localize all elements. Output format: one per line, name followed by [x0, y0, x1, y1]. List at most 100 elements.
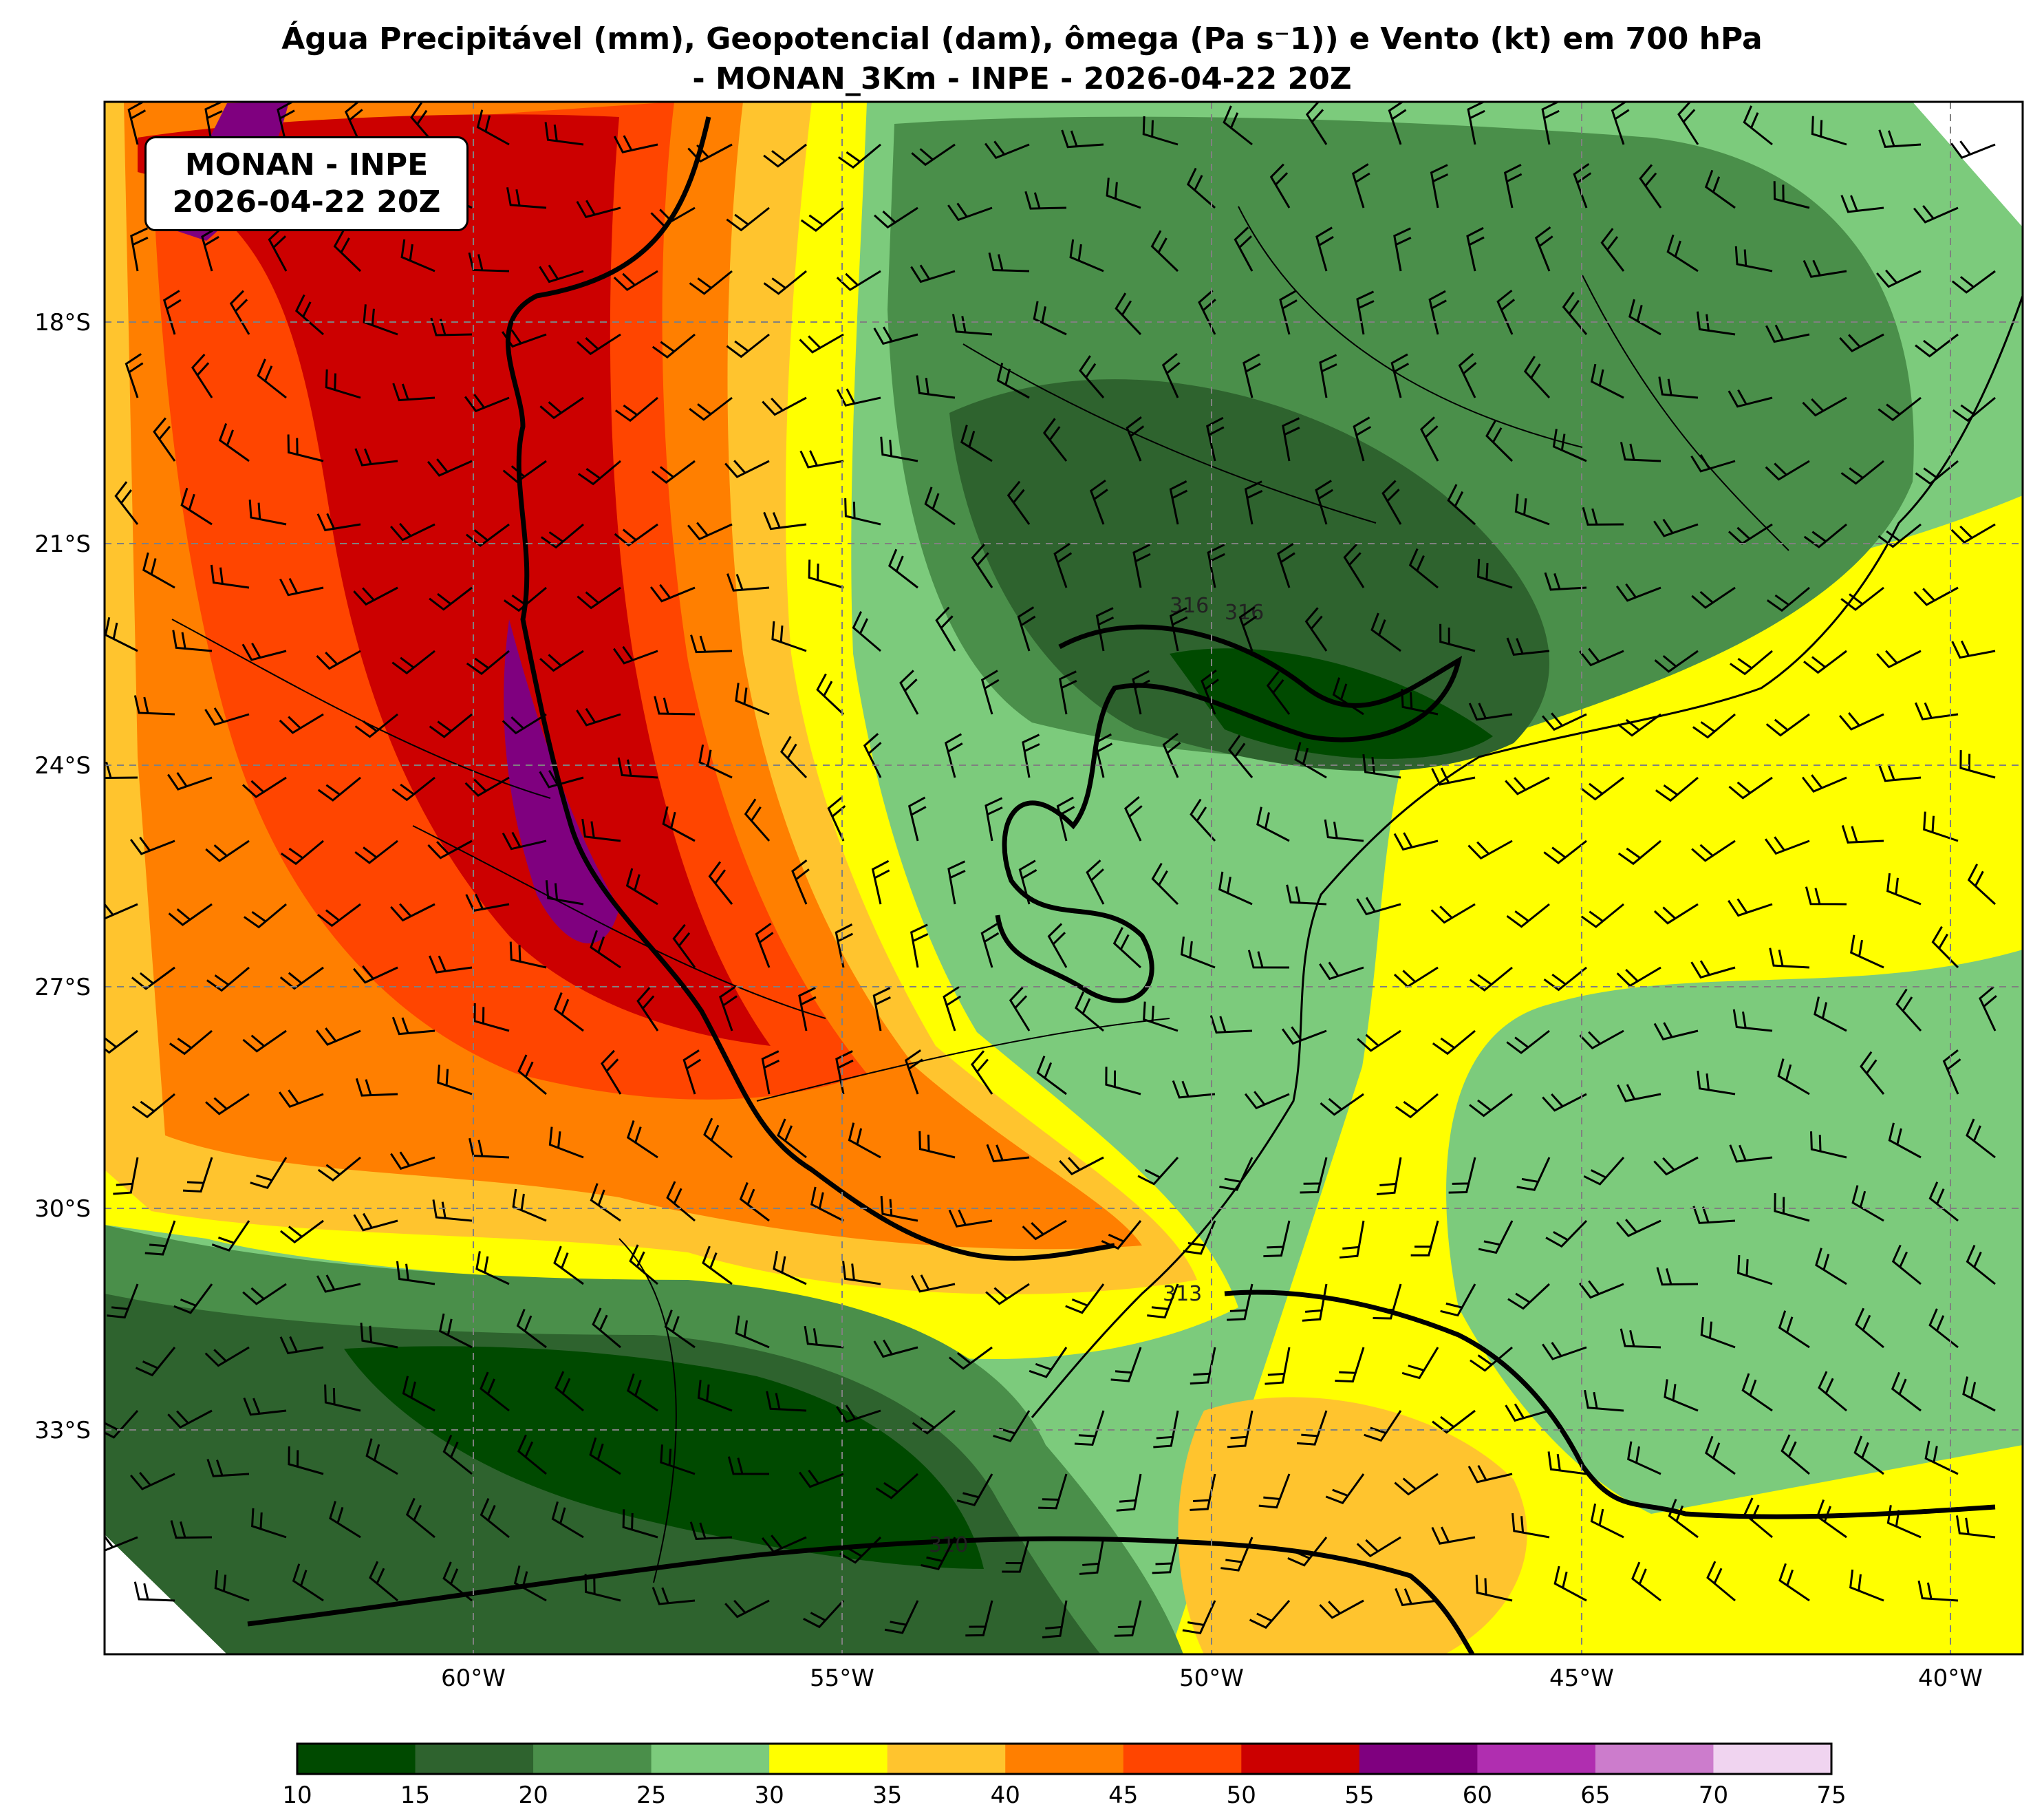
- wind-barb: [739, 1182, 770, 1222]
- wind-barb: [279, 1219, 324, 1243]
- wind-barb: [948, 1346, 993, 1370]
- wind-barb: [1928, 1182, 1959, 1222]
- wind-barb: [689, 396, 733, 421]
- lon-tick-40w: 40°W: [1918, 1665, 1983, 1692]
- wind-barb: [354, 840, 398, 864]
- wind-barb: [1503, 164, 1523, 208]
- wind-barb: [1506, 637, 1550, 656]
- wind-barb: [1182, 1600, 1216, 1635]
- wind-barb: [835, 923, 854, 968]
- wind-barb: [1242, 353, 1261, 398]
- wind-barb: [133, 1581, 175, 1602]
- wind-barb: [1886, 873, 1922, 906]
- wind-barb: [1373, 1283, 1402, 1320]
- wind-barb: [129, 836, 175, 855]
- wind-barb: [1432, 1029, 1476, 1056]
- wind-barb: [1305, 102, 1328, 145]
- wind-barb: [167, 772, 213, 791]
- wind-barb: [1840, 195, 1884, 213]
- wind-barb: [475, 1251, 510, 1285]
- wind-barb: [1059, 670, 1077, 715]
- wind-barb: [1172, 1080, 1216, 1099]
- wind-barb: [827, 795, 846, 842]
- wind-barb: [687, 522, 733, 541]
- wind-barb: [1803, 650, 1847, 674]
- wind-barb: [808, 559, 844, 589]
- wind-barb: [1781, 1434, 1810, 1475]
- wind-barb: [1183, 1220, 1216, 1255]
- wind-barb: [1137, 1156, 1179, 1186]
- wind-barb: [1042, 418, 1068, 462]
- wind-barb: [771, 621, 807, 652]
- wind-barb: [1410, 1220, 1439, 1257]
- wind-barb: [133, 695, 175, 716]
- wind-barb: [1966, 1244, 1996, 1285]
- wind-barb: [837, 143, 881, 169]
- wind-barb: [1810, 1131, 1847, 1159]
- wind-barb: [315, 1027, 361, 1046]
- wind-barb: [432, 1199, 473, 1222]
- wind-barb: [916, 375, 956, 399]
- wind-barb: [1065, 1283, 1105, 1314]
- wind-barb: [1007, 480, 1031, 525]
- wind-barb: [848, 1122, 881, 1159]
- wind-barb: [1116, 1473, 1142, 1512]
- wind-barb: [1227, 1410, 1254, 1448]
- wind-barb: [1811, 116, 1847, 146]
- wind-barb: [180, 487, 213, 526]
- wind-barb: [910, 264, 956, 284]
- wind-barb: [703, 1118, 733, 1159]
- wind-barb: [324, 1384, 361, 1412]
- map-title: Água Precipitável (mm), Geopotencial (da…: [0, 19, 2044, 99]
- colorbar-swatch: [1595, 1744, 1714, 1774]
- wind-barb: [1218, 871, 1253, 906]
- wind-barb: [353, 586, 398, 606]
- wind-barb: [1773, 181, 1810, 209]
- wind-barb: [614, 523, 658, 547]
- wind-barb: [1364, 1410, 1402, 1442]
- wind-barb: [1069, 239, 1104, 272]
- colorbar-tick-label: 70: [1699, 1782, 1728, 1807]
- wind-barb: [502, 460, 547, 484]
- wind-barb: [1512, 1512, 1550, 1539]
- wind-barb: [1300, 1157, 1328, 1194]
- colorbar-tick-label: 50: [1227, 1782, 1256, 1807]
- wind-barb: [1616, 966, 1661, 987]
- wind-barb: [317, 1156, 361, 1182]
- wind-barb: [1583, 1157, 1625, 1186]
- wind-barb: [576, 707, 621, 727]
- wind-barb: [1736, 1254, 1773, 1285]
- wind-barb: [1886, 1505, 1922, 1539]
- wind-barb: [243, 1398, 287, 1416]
- wind-barb: [465, 523, 510, 547]
- wind-barb: [162, 290, 182, 335]
- wind-barb: [943, 986, 962, 1031]
- wind-barb: [1805, 886, 1847, 906]
- wind-barb: [763, 143, 807, 168]
- wind-barb: [1765, 713, 1810, 737]
- wind-barb: [1219, 1157, 1254, 1191]
- wind-barb: [735, 1315, 770, 1349]
- wind-barb: [325, 369, 361, 399]
- wind-barb: [548, 1126, 584, 1159]
- wind-barb: [405, 1497, 435, 1539]
- colorbar-swatch: [1241, 1744, 1360, 1774]
- wind-barb: [1376, 1157, 1402, 1195]
- wind-barb: [1186, 167, 1216, 209]
- wind-barb: [799, 333, 844, 354]
- wind-barb: [1053, 543, 1073, 588]
- wind-barb: [517, 1434, 547, 1475]
- wind-barb: [918, 1131, 956, 1159]
- wind-barb: [1258, 1473, 1291, 1509]
- wind-barb: [1506, 1029, 1550, 1054]
- wind-barb: [880, 436, 918, 462]
- wind-barb: [577, 586, 621, 610]
- wind-barb: [921, 1537, 956, 1570]
- wind-barb: [1578, 648, 1624, 667]
- wind-barb: [1110, 1347, 1142, 1382]
- wind-barb: [1692, 1206, 1736, 1224]
- wind-barb: [1841, 825, 1884, 844]
- wind-barb: [1774, 1193, 1810, 1222]
- wind-barb: [513, 1565, 547, 1602]
- wind-barb: [1876, 650, 1922, 669]
